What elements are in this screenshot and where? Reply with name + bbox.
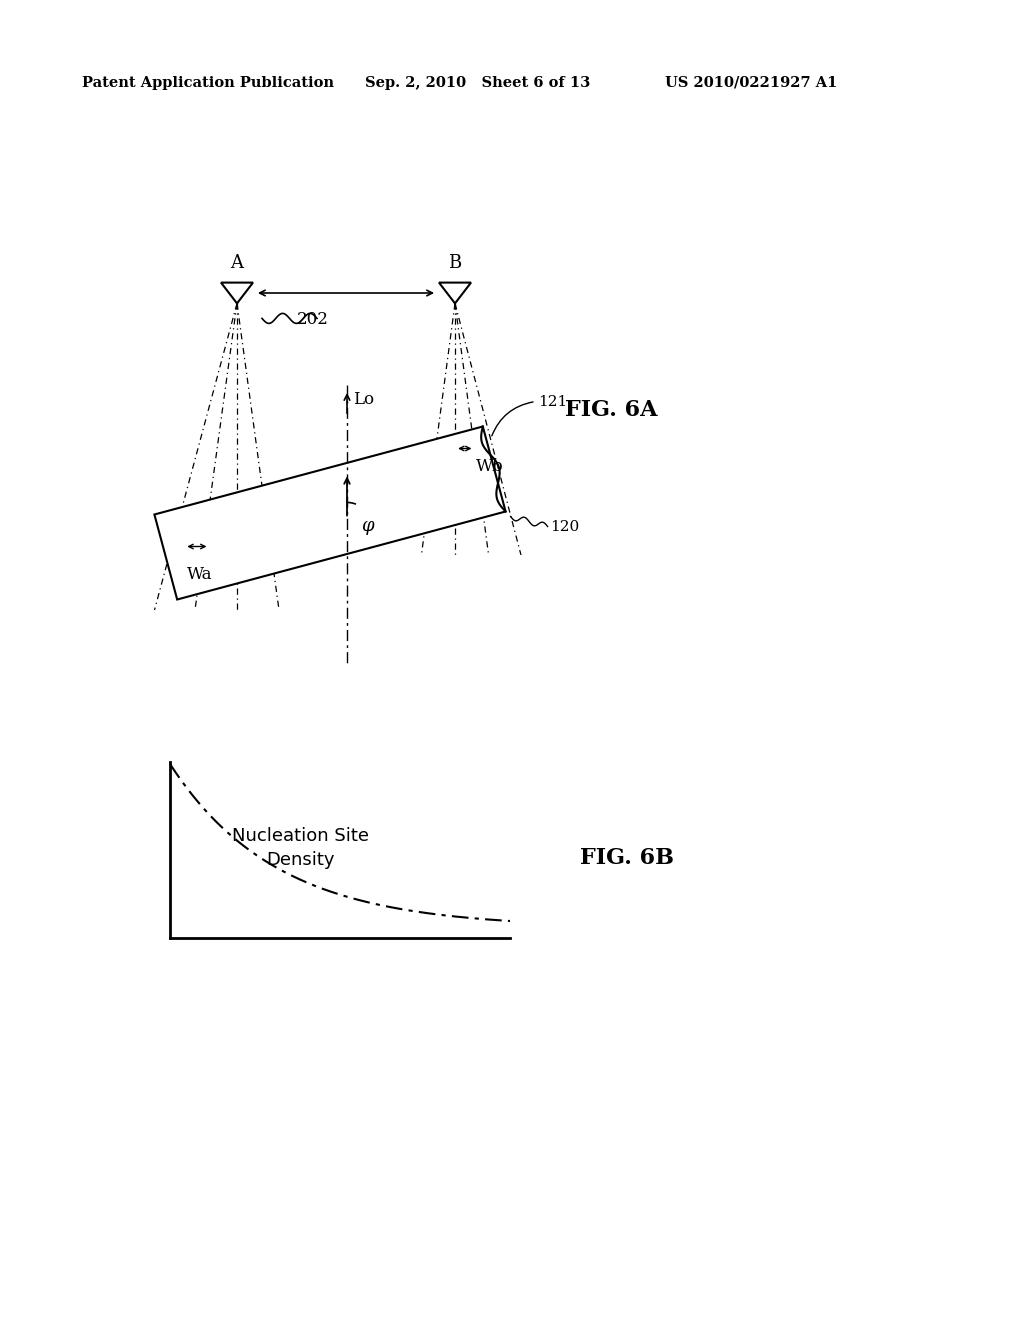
Text: Wa: Wa — [186, 566, 212, 583]
Text: Sep. 2, 2010   Sheet 6 of 13: Sep. 2, 2010 Sheet 6 of 13 — [365, 77, 590, 90]
Text: FIG. 6A: FIG. 6A — [565, 399, 657, 421]
Text: FIG. 6B: FIG. 6B — [580, 847, 674, 869]
Text: 202: 202 — [297, 312, 329, 327]
Text: φ: φ — [361, 517, 374, 536]
Text: A: A — [230, 253, 244, 272]
Polygon shape — [155, 426, 506, 599]
Text: 120: 120 — [551, 520, 580, 533]
Text: Lo: Lo — [353, 391, 374, 408]
Text: US 2010/0221927 A1: US 2010/0221927 A1 — [665, 77, 838, 90]
Text: Nucleation Site
Density: Nucleation Site Density — [231, 828, 369, 869]
Text: B: B — [449, 253, 462, 272]
Text: Wb: Wb — [476, 458, 504, 475]
Text: 121: 121 — [538, 395, 567, 408]
Text: Patent Application Publication: Patent Application Publication — [82, 77, 334, 90]
